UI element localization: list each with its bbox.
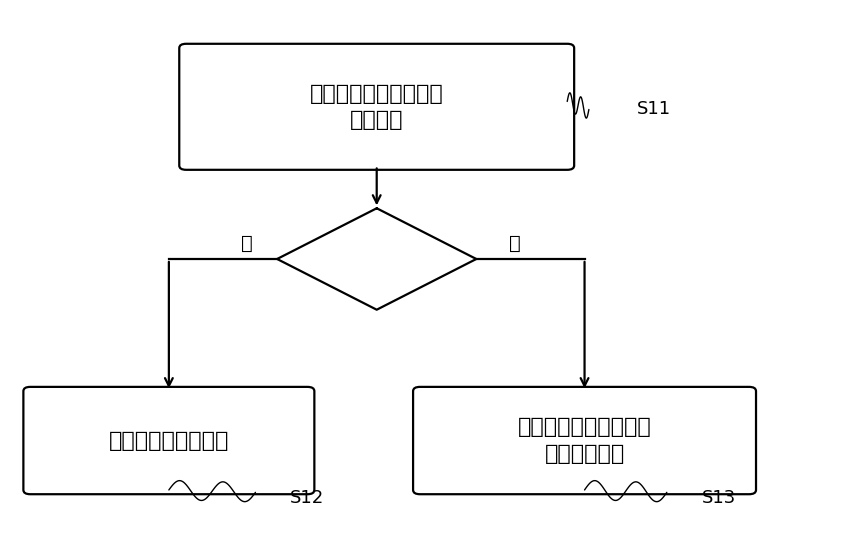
Text: S12: S12 — [290, 489, 325, 507]
Text: 否: 否 — [241, 233, 253, 253]
Text: S11: S11 — [637, 100, 670, 119]
FancyBboxPatch shape — [179, 44, 574, 170]
Text: 是: 是 — [509, 233, 521, 253]
Text: 判定所述基本输入输出
系统完成度量: 判定所述基本输入输出 系统完成度量 — [518, 418, 651, 464]
Text: S13: S13 — [701, 489, 736, 507]
Text: 判断所述服务器的状态
是否可信: 判断所述服务器的状态 是否可信 — [310, 84, 443, 130]
Text: 禁止所述服务器开机: 禁止所述服务器开机 — [108, 430, 229, 451]
FancyBboxPatch shape — [23, 387, 314, 494]
FancyBboxPatch shape — [413, 387, 756, 494]
